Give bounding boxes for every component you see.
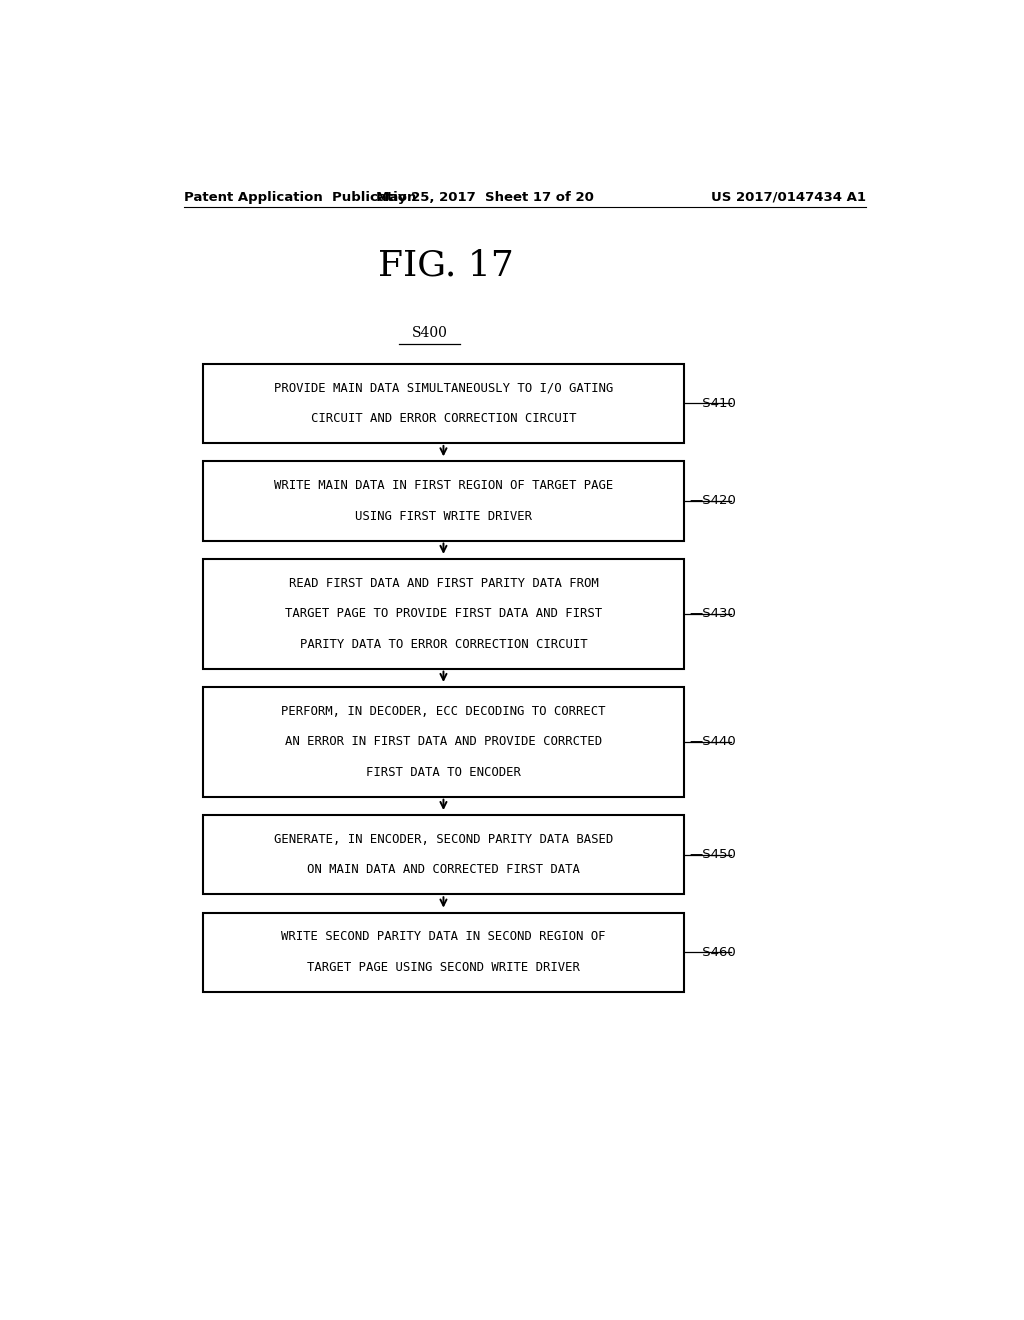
Text: TARGET PAGE TO PROVIDE FIRST DATA AND FIRST: TARGET PAGE TO PROVIDE FIRST DATA AND FI…: [285, 607, 602, 620]
Text: GENERATE, IN ENCODER, SECOND PARITY DATA BASED: GENERATE, IN ENCODER, SECOND PARITY DATA…: [273, 833, 613, 846]
Bar: [204, 461, 684, 541]
Text: AN ERROR IN FIRST DATA AND PROVIDE CORRCTED: AN ERROR IN FIRST DATA AND PROVIDE CORRC…: [285, 735, 602, 748]
Text: WRITE MAIN DATA IN FIRST REGION OF TARGET PAGE: WRITE MAIN DATA IN FIRST REGION OF TARGE…: [273, 479, 613, 492]
Text: FIG. 17: FIG. 17: [378, 248, 513, 282]
Text: —S430: —S430: [689, 607, 736, 620]
Text: PERFORM, IN DECODER, ECC DECODING TO CORRECT: PERFORM, IN DECODER, ECC DECODING TO COR…: [282, 705, 606, 718]
Text: READ FIRST DATA AND FIRST PARITY DATA FROM: READ FIRST DATA AND FIRST PARITY DATA FR…: [289, 577, 598, 590]
Bar: [204, 686, 684, 797]
Bar: [204, 558, 684, 669]
Text: S400: S400: [412, 326, 447, 341]
Text: Patent Application  Publication: Patent Application Publication: [183, 190, 416, 203]
Text: —S440: —S440: [689, 735, 736, 748]
Text: ON MAIN DATA AND CORRECTED FIRST DATA: ON MAIN DATA AND CORRECTED FIRST DATA: [307, 863, 580, 876]
Text: TARGET PAGE USING SECOND WRITE DRIVER: TARGET PAGE USING SECOND WRITE DRIVER: [307, 961, 580, 974]
Text: WRITE SECOND PARITY DATA IN SECOND REGION OF: WRITE SECOND PARITY DATA IN SECOND REGIO…: [282, 931, 606, 944]
Text: PARITY DATA TO ERROR CORRECTION CIRCUIT: PARITY DATA TO ERROR CORRECTION CIRCUIT: [300, 638, 588, 651]
Text: CIRCUIT AND ERROR CORRECTION CIRCUIT: CIRCUIT AND ERROR CORRECTION CIRCUIT: [310, 412, 577, 425]
Text: PROVIDE MAIN DATA SIMULTANEOUSLY TO I/O GATING: PROVIDE MAIN DATA SIMULTANEOUSLY TO I/O …: [273, 381, 613, 395]
Text: US 2017/0147434 A1: US 2017/0147434 A1: [711, 190, 866, 203]
Text: —S460: —S460: [689, 945, 736, 958]
Bar: [204, 912, 684, 991]
Text: —S420: —S420: [689, 495, 736, 507]
Bar: [204, 364, 684, 444]
Text: May 25, 2017  Sheet 17 of 20: May 25, 2017 Sheet 17 of 20: [376, 190, 594, 203]
Text: USING FIRST WRITE DRIVER: USING FIRST WRITE DRIVER: [355, 510, 531, 523]
Text: —S450: —S450: [689, 849, 736, 861]
Bar: [204, 814, 684, 894]
Text: FIRST DATA TO ENCODER: FIRST DATA TO ENCODER: [366, 766, 521, 779]
Text: —S410: —S410: [689, 397, 736, 409]
